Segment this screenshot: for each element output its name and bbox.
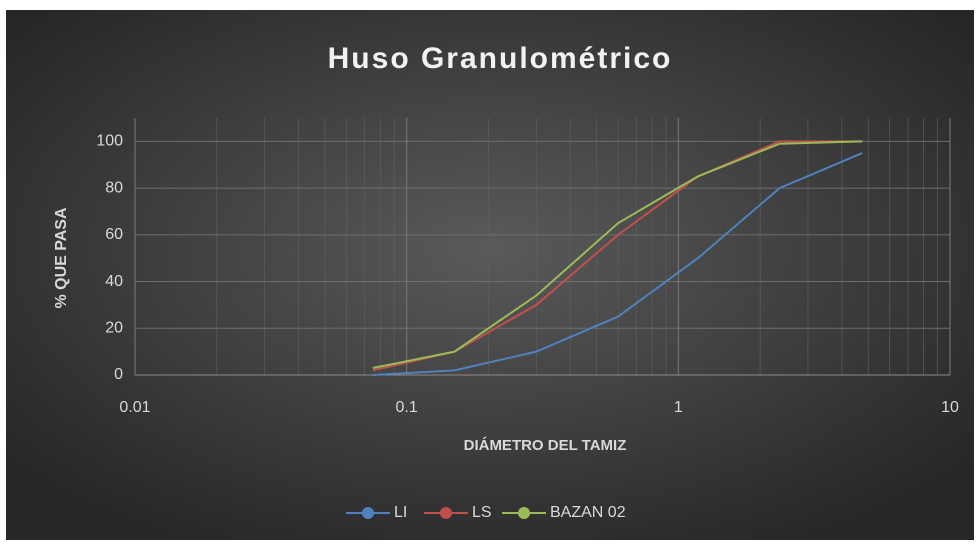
- legend-label: BAZAN 02: [550, 504, 626, 521]
- y-tick-label: 0: [114, 366, 123, 383]
- x-tick-label: 10: [941, 399, 959, 416]
- legend-marker: [518, 507, 530, 519]
- y-tick-label: 80: [105, 179, 123, 196]
- chart-background: [6, 10, 974, 540]
- y-axis-label: % QUE PASA: [53, 207, 70, 309]
- chart-title: Huso Granulométrico: [328, 42, 673, 75]
- x-tick-label: 0.1: [396, 399, 418, 416]
- series-line: [372, 140, 863, 369]
- y-tick-label: 40: [105, 273, 123, 290]
- legend-marker: [362, 507, 374, 519]
- legend-label: LS: [472, 504, 492, 521]
- legend-marker: [440, 507, 452, 519]
- y-tick-label: 20: [105, 319, 123, 336]
- x-tick-label: 1: [674, 399, 683, 416]
- y-tick-label: 60: [105, 226, 123, 243]
- x-axis-label: DIÁMETRO DEL TAMIZ: [464, 437, 627, 454]
- x-tick-label: 0.01: [119, 399, 150, 416]
- y-tick-label: 100: [96, 133, 123, 150]
- series-line: [372, 152, 863, 376]
- legend-label: LI: [394, 504, 407, 521]
